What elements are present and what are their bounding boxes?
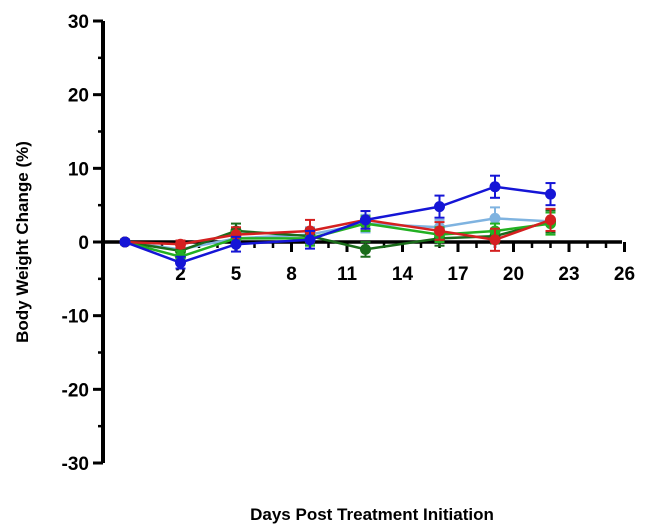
x-tick-label: 20 (503, 264, 524, 285)
data-point (545, 188, 556, 200)
data-point (434, 201, 445, 213)
series-layer (119, 174, 556, 270)
x-tick-label: 8 (286, 264, 297, 285)
y-tick-label: 10 (68, 159, 89, 180)
series-line (124, 185, 551, 264)
y-tick-label: 30 (68, 12, 89, 33)
data-point (175, 257, 186, 269)
y-tick-label: -20 (62, 380, 89, 401)
y-tick-label: 20 (68, 86, 89, 107)
data-point (545, 214, 556, 226)
x-tick-label: 23 (558, 264, 579, 285)
y-tick-label: -30 (62, 454, 89, 475)
data-point (489, 181, 501, 193)
x-tick-label: 5 (231, 264, 242, 285)
y-axis-title: Body Weight Change (%) (13, 141, 32, 343)
series-line (124, 220, 551, 253)
data-point (360, 214, 371, 226)
series-3 (119, 207, 556, 252)
x-tick-label: 11 (337, 264, 358, 285)
data-point (360, 243, 371, 255)
data-point (434, 225, 445, 237)
x-tick-label: 2 (175, 264, 186, 285)
x-tick-label: 26 (614, 264, 635, 285)
series-line (124, 217, 551, 251)
data-point (230, 238, 242, 250)
data-point (175, 238, 186, 250)
y-tick-label: -10 (62, 307, 89, 328)
data-point (489, 212, 501, 224)
data-point (489, 234, 501, 246)
series-4 (119, 174, 556, 270)
data-point (304, 234, 316, 246)
y-tick-label: 0 (78, 233, 89, 254)
x-axis-title: Days Post Treatment Initiation (250, 505, 494, 524)
x-tick-label: 14 (392, 264, 414, 285)
data-point (119, 236, 131, 248)
x-tick-label: 17 (447, 264, 468, 285)
series-line (124, 218, 551, 246)
